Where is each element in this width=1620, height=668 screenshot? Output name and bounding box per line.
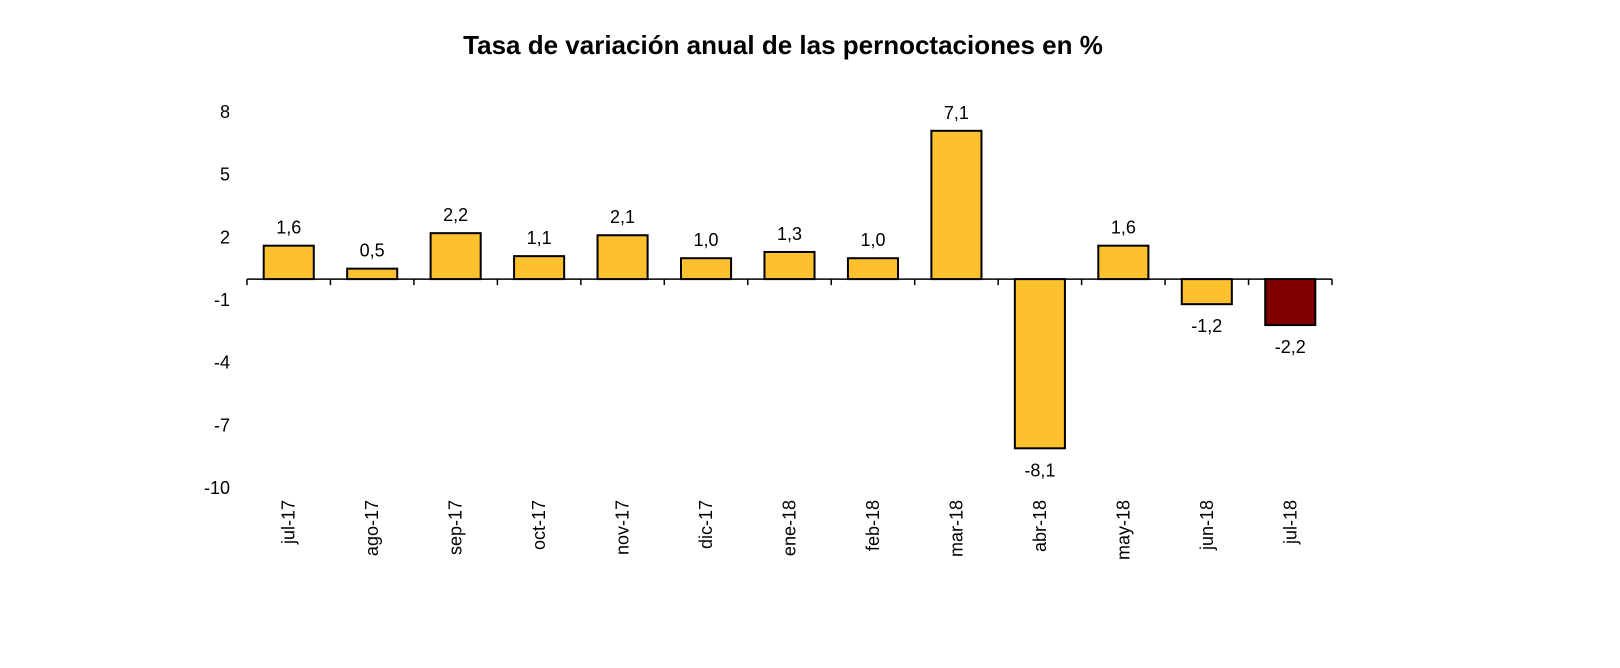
x-tick-label: mar-18 bbox=[946, 500, 966, 557]
bar-jul-17 bbox=[262, 244, 315, 281]
data-label: 1,0 bbox=[694, 230, 719, 250]
bars bbox=[262, 129, 1317, 450]
bar-jun-18 bbox=[1180, 278, 1233, 306]
bar-may-18 bbox=[1097, 244, 1150, 281]
bar-feb-18 bbox=[846, 257, 900, 281]
bar-ene-18 bbox=[763, 250, 816, 281]
data-label: -1,2 bbox=[1191, 316, 1222, 336]
x-tick-label: jul-17 bbox=[279, 500, 299, 545]
x-tick-label: jul-18 bbox=[1280, 500, 1300, 545]
x-tick-label: abr-18 bbox=[1030, 500, 1050, 552]
x-tick-label: sep-17 bbox=[446, 500, 466, 555]
data-label: 1,1 bbox=[527, 228, 552, 248]
x-tick-label: oct-17 bbox=[529, 500, 549, 550]
data-label: -2,2 bbox=[1275, 337, 1306, 357]
data-label: 7,1 bbox=[944, 103, 969, 123]
axes bbox=[246, 278, 1333, 286]
bar-sep-17 bbox=[429, 232, 482, 281]
labels: 8 5 2 -1 -4 -7 -10 1,6 jul-17 0,5 ago-17 2,2 sep-17 1… bbox=[204, 102, 1306, 560]
data-label: 1,6 bbox=[276, 218, 301, 238]
data-label: 1,6 bbox=[1111, 218, 1136, 238]
data-label: -8,1 bbox=[1024, 460, 1055, 480]
x-tick-label: dic-17 bbox=[696, 500, 716, 549]
y-tick-label: 2 bbox=[220, 227, 230, 247]
x-tick-label: feb-18 bbox=[863, 500, 883, 551]
y-tick-label: -4 bbox=[214, 353, 230, 373]
y-tick-label: -1 bbox=[214, 290, 230, 310]
x-tick-label: nov-17 bbox=[613, 500, 633, 555]
y-tick-label: -10 bbox=[204, 478, 230, 498]
x-tick-label: ene-18 bbox=[780, 500, 800, 556]
data-label: 0,5 bbox=[360, 241, 385, 261]
x-tick-label: ago-17 bbox=[362, 500, 382, 556]
bar-dic-17 bbox=[680, 257, 733, 281]
bar-mar-18 bbox=[930, 129, 983, 281]
x-tick-label: may-18 bbox=[1113, 500, 1133, 560]
data-label: 2,1 bbox=[610, 207, 635, 227]
y-tick-label: 5 bbox=[220, 165, 230, 185]
bar-nov-17 bbox=[596, 234, 649, 281]
bar-abr-18 bbox=[1013, 278, 1066, 450]
y-tick-label: 8 bbox=[220, 102, 230, 122]
y-tick-label: -7 bbox=[214, 415, 230, 435]
bar-oct-17 bbox=[513, 255, 566, 281]
bar-jul-18 bbox=[1264, 278, 1317, 327]
data-label: 1,0 bbox=[860, 230, 885, 250]
bar-ago-17 bbox=[346, 267, 399, 281]
x-tick-label: jun-18 bbox=[1197, 500, 1217, 551]
data-label: 2,2 bbox=[443, 205, 468, 225]
chart-title: Tasa de variación anual de las pernoctac… bbox=[463, 30, 1103, 60]
data-label: 1,3 bbox=[777, 224, 802, 244]
